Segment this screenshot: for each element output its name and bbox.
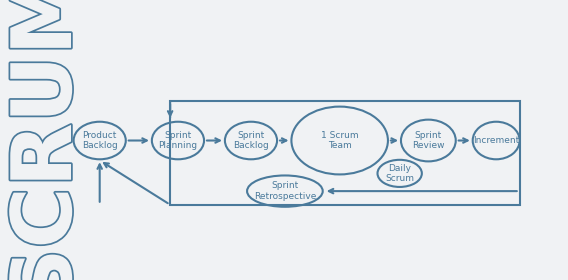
Text: SCRUM: SCRUM — [7, 0, 88, 280]
Bar — [170, 101, 520, 205]
Text: Sprint
Backlog: Sprint Backlog — [233, 131, 269, 150]
Text: Daily
Scrum: Daily Scrum — [385, 164, 414, 183]
Text: 1 Scrum
Team: 1 Scrum Team — [321, 131, 358, 150]
Text: Sprint
Planning: Sprint Planning — [158, 131, 198, 150]
Text: Increment: Increment — [473, 136, 519, 145]
Text: Sprint
Review: Sprint Review — [412, 131, 445, 150]
Text: SCRUM: SCRUM — [7, 0, 88, 280]
Text: Sprint
Retrospective: Sprint Retrospective — [254, 181, 316, 201]
Text: Product
Backlog: Product Backlog — [82, 131, 118, 150]
